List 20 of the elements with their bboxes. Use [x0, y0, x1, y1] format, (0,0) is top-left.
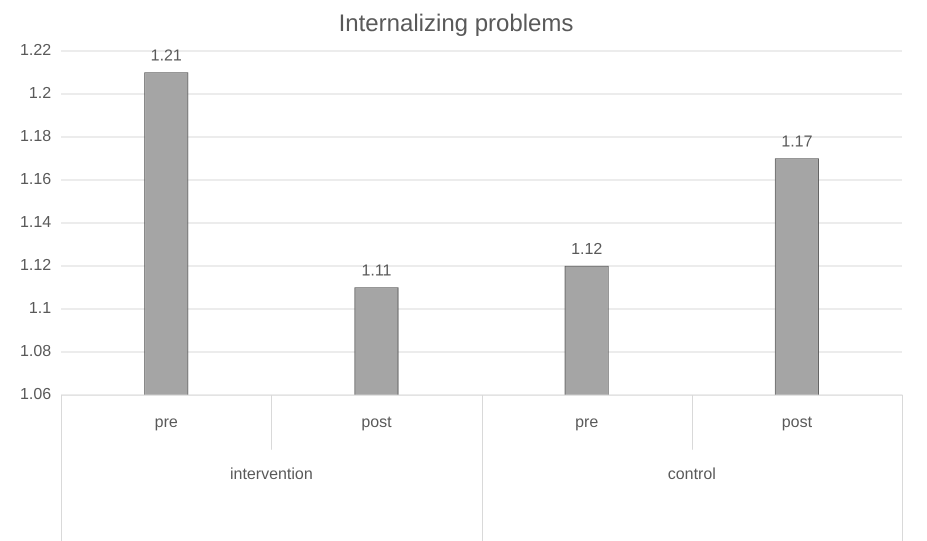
chart-title: Internalizing problems	[338, 10, 574, 38]
text: intervention	[230, 466, 313, 484]
y-tick-label: 1.18	[20, 128, 52, 146]
text: control	[668, 466, 716, 484]
data-label: 1.11	[361, 262, 392, 280]
y-tick-label: 1.08	[20, 343, 52, 360]
data-label: 1.12	[571, 241, 602, 258]
x-tick-label: post	[782, 414, 813, 431]
y-tick-label: 1.06	[20, 386, 52, 404]
y-tick-label: 1.22	[20, 42, 52, 60]
y-tick-label: 1.2	[28, 85, 52, 102]
data-label: 1.21	[150, 48, 182, 65]
x-tick-label: pre	[154, 414, 178, 431]
y-tick-label: 1.1	[28, 300, 52, 318]
x-tick-label: post	[361, 414, 392, 431]
x-tick-label: pre	[575, 414, 598, 431]
data-label: 1.17	[781, 134, 813, 151]
y-tick-label: 1.14	[20, 214, 52, 232]
y-tick-label: 1.16	[20, 171, 52, 188]
y-tick-label: 1.12	[20, 257, 52, 274]
